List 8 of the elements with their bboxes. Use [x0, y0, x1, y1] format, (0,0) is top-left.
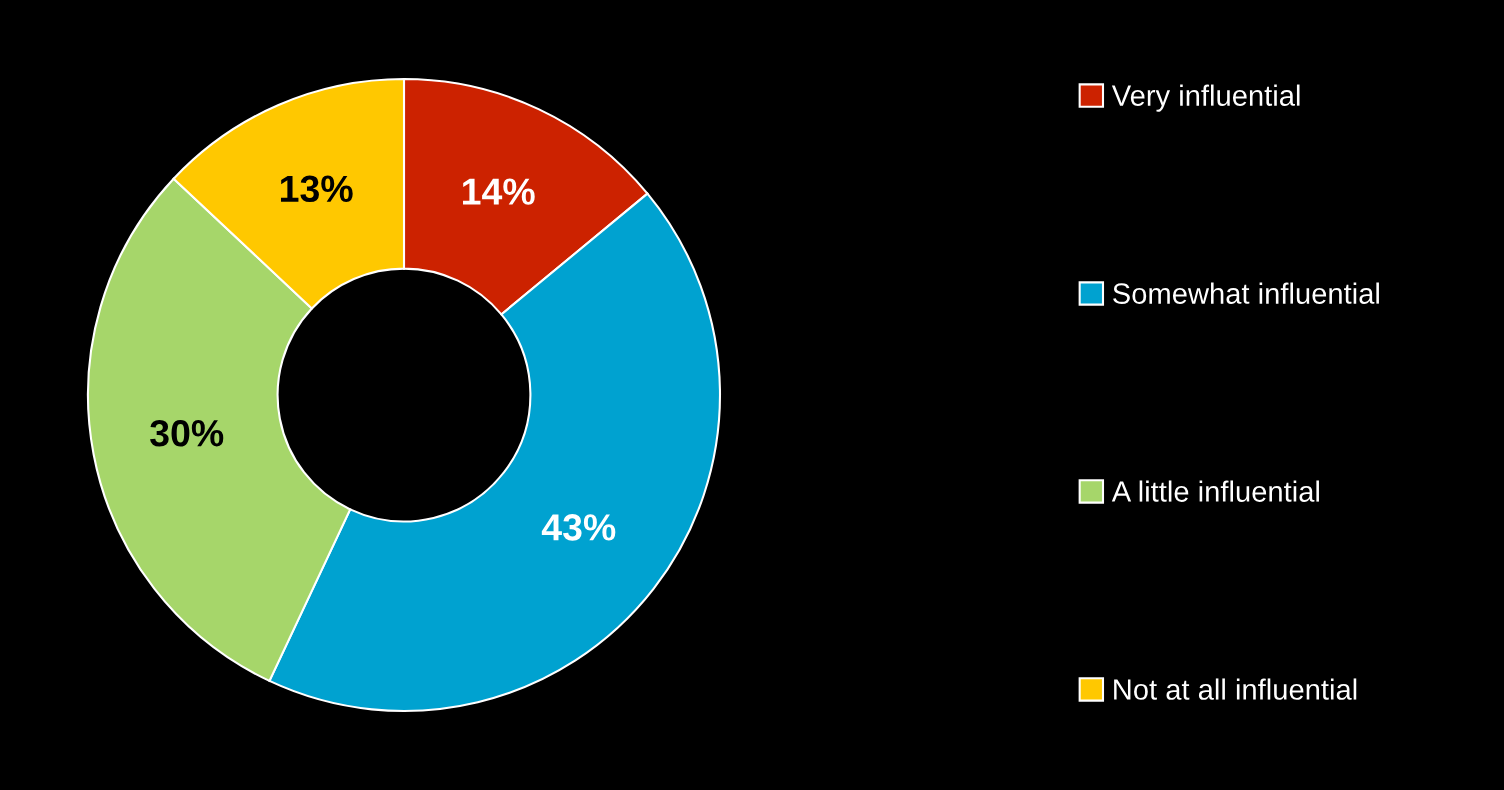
data-label: 43%: [541, 514, 616, 541]
legend-label: Very influential: [1111, 84, 1300, 112]
data-label: 14%: [463, 178, 535, 205]
legend-label: Somewhat influential: [1113, 282, 1379, 304]
legend-label: Not at all influential: [1114, 678, 1357, 700]
legend-label: A little influential: [1111, 480, 1319, 502]
data-label: 30%: [150, 419, 224, 447]
data-label: 13%: [280, 175, 353, 203]
